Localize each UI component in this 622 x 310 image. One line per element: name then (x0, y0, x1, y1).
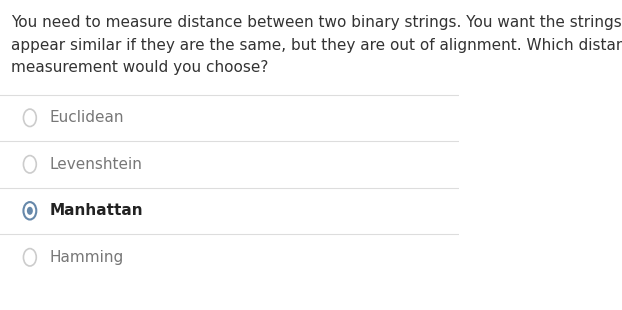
Text: Euclidean: Euclidean (50, 110, 124, 125)
Text: Levenshtein: Levenshtein (50, 157, 142, 172)
Text: Hamming: Hamming (50, 250, 124, 265)
Ellipse shape (24, 156, 36, 173)
Text: You need to measure distance between two binary strings. You want the strings to: You need to measure distance between two… (11, 16, 622, 75)
Ellipse shape (24, 109, 36, 126)
Ellipse shape (27, 207, 33, 215)
Text: Manhattan: Manhattan (50, 203, 143, 218)
Ellipse shape (24, 249, 36, 266)
Ellipse shape (24, 202, 36, 219)
